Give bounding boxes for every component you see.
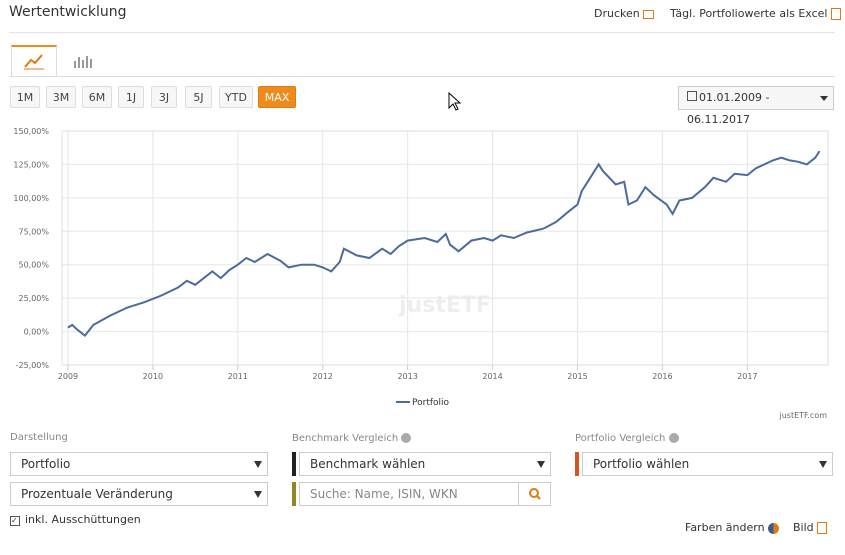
line-icon — [24, 54, 44, 70]
mode-text: Prozentuale Veränderung — [21, 487, 173, 501]
benchmark-color — [292, 452, 296, 476]
range-button[interactable]: 3J — [151, 86, 177, 108]
range-button[interactable]: 1J — [118, 86, 144, 108]
x-tick-label: 2012 — [313, 372, 333, 381]
x-tick-label: 2015 — [567, 372, 587, 381]
legend-label: Portfolio — [412, 398, 450, 408]
portfolio-color — [575, 452, 579, 476]
title: Wertentwicklung — [9, 4, 127, 20]
search-color — [292, 482, 296, 506]
range-button[interactable]: 1M — [10, 86, 40, 108]
print-text: Drucken — [594, 7, 640, 20]
tab-line — [9, 76, 835, 77]
chart: justETF justETF.com -25,00% 0,00% 25,00% 50… — [13, 127, 829, 420]
range-button[interactable]: YTD — [219, 86, 253, 108]
search-text: Suche: Name, ISIN, WKN — [310, 487, 458, 501]
portfolio-select[interactable]: Portfolio wählen — [582, 452, 833, 476]
excel-text: Tägl. Portfoliowerte als Excel — [670, 7, 828, 20]
y-tick-label: 100,00% — [13, 194, 49, 203]
display-label: Darstellung — [10, 432, 68, 443]
x-tick-label: 2009 — [58, 372, 78, 381]
x-tick-label: 2011 — [228, 372, 248, 381]
checkbox-text: inkl. Ausschüttungen — [25, 513, 141, 526]
date-text: 01.01.2009 - 06.11.2017 — [687, 91, 770, 126]
benchmark-label-text: Benchmark Vergleich — [292, 433, 399, 444]
search-input[interactable]: Suche: Name, ISIN, WKN — [299, 482, 519, 506]
portfolio-text: Portfolio wählen — [593, 457, 690, 471]
image-link[interactable]: Bild — [793, 521, 828, 534]
cursor — [448, 92, 462, 111]
colors-text: Farben ändern — [685, 521, 765, 534]
x-tick-label: 2016 — [652, 372, 672, 381]
x-tick-label: 2010 — [143, 372, 163, 381]
series-line — [67, 150, 821, 338]
x-tick-label: 2014 — [482, 372, 502, 381]
y-tick-label: 0,00% — [24, 328, 50, 337]
display-text: Portfolio — [21, 457, 71, 471]
portfolio-label-text: Portfolio Vergleich — [575, 433, 666, 444]
colors-link[interactable]: Farben ändern — [685, 521, 780, 534]
y-tick-label: 25,00% — [18, 294, 49, 303]
image-text: Bild — [793, 521, 814, 534]
y-tick-label: 125,00% — [13, 160, 49, 169]
x-tick-label: 2013 — [397, 372, 417, 381]
benchmark-select[interactable]: Benchmark wählen — [299, 452, 551, 476]
bar-tab[interactable] — [72, 52, 96, 70]
range-button[interactable]: 3M — [46, 86, 76, 108]
range-button[interactable]: 6M — [82, 86, 112, 108]
y-tick-label: 50,00% — [18, 261, 49, 270]
excel-link[interactable]: Tägl. Portfoliowerte als Excel — [670, 7, 841, 20]
divider — [9, 32, 835, 33]
y-tick-label: 150,00% — [13, 127, 49, 136]
print-link[interactable]: Drucken — [594, 7, 655, 20]
range-button[interactable]: MAX — [258, 86, 296, 108]
date-picker[interactable]: 01.01.2009 - 06.11.2017 — [678, 86, 834, 126]
search-icon — [529, 488, 541, 500]
line-tab[interactable] — [11, 45, 57, 77]
range-button[interactable]: 5J — [185, 86, 212, 108]
watermark: justETF — [398, 293, 491, 318]
benchmark-text: Benchmark wählen — [310, 457, 426, 471]
checkbox[interactable]: ✓ inkl. Ausschüttungen — [10, 513, 141, 526]
search-button[interactable] — [518, 482, 551, 506]
credit: justETF.com — [779, 411, 828, 420]
x-tick-label: 2017 — [737, 372, 757, 381]
y-tick-label: 75,00% — [18, 227, 49, 236]
portfolio-label: Portfolio Vergleich — [575, 433, 679, 444]
y-tick-label: -25,00% — [16, 361, 50, 370]
mode-select[interactable]: Prozentuale Veränderung — [10, 482, 268, 506]
plot-border — [61, 130, 829, 366]
benchmark-label: Benchmark Vergleich — [292, 433, 412, 444]
display-select[interactable]: Portfolio — [10, 452, 268, 476]
